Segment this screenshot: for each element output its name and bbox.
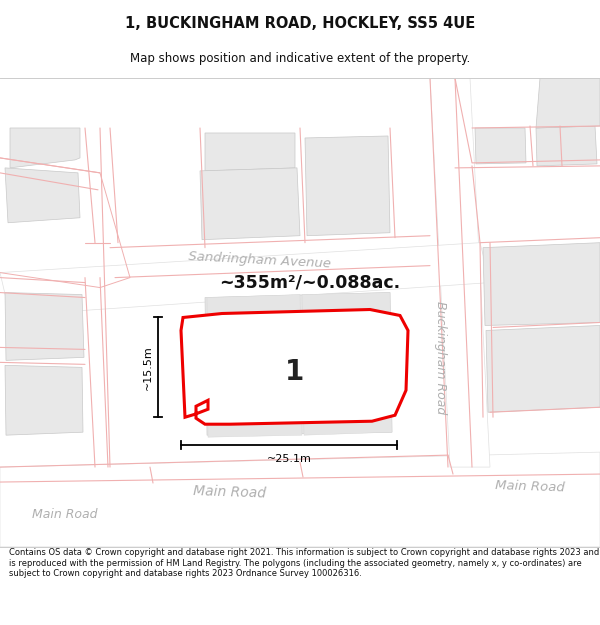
Polygon shape [536, 126, 597, 166]
Polygon shape [536, 78, 600, 128]
Polygon shape [302, 292, 392, 435]
Polygon shape [0, 452, 600, 547]
Polygon shape [181, 309, 408, 424]
Text: ~25.1m: ~25.1m [266, 454, 311, 464]
Text: Main Road: Main Road [193, 484, 266, 500]
Text: Contains OS data © Crown copyright and database right 2021. This information is : Contains OS data © Crown copyright and d… [9, 549, 599, 578]
Text: Main Road: Main Road [495, 479, 565, 495]
Polygon shape [5, 292, 84, 361]
Text: ~15.5m: ~15.5m [143, 345, 153, 390]
Polygon shape [5, 168, 80, 222]
Polygon shape [205, 292, 392, 435]
Text: 1: 1 [286, 358, 305, 386]
Polygon shape [305, 136, 390, 236]
Polygon shape [5, 366, 83, 435]
Polygon shape [486, 326, 600, 412]
Polygon shape [200, 168, 300, 240]
Text: ~355m²/~0.088ac.: ~355m²/~0.088ac. [220, 274, 401, 292]
Text: Sandringham Avenue: Sandringham Avenue [188, 251, 332, 271]
Text: Buckingham Road: Buckingham Road [433, 301, 446, 414]
Text: 1, BUCKINGHAM ROAD, HOCKLEY, SS5 4UE: 1, BUCKINGHAM ROAD, HOCKLEY, SS5 4UE [125, 16, 475, 31]
Text: Main Road: Main Road [32, 509, 98, 521]
Polygon shape [207, 294, 302, 437]
Polygon shape [0, 242, 490, 316]
Polygon shape [483, 242, 600, 326]
Polygon shape [475, 128, 526, 164]
Text: Map shows position and indicative extent of the property.: Map shows position and indicative extent… [130, 52, 470, 65]
Polygon shape [205, 133, 295, 171]
Polygon shape [10, 128, 80, 168]
Polygon shape [430, 78, 490, 467]
